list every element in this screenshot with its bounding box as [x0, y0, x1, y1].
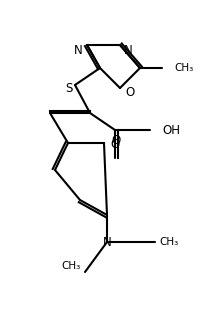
- Text: CH₃: CH₃: [62, 261, 81, 271]
- Text: N: N: [124, 44, 133, 57]
- Text: O: O: [110, 138, 120, 151]
- Text: CH₃: CH₃: [174, 63, 193, 73]
- Text: O: O: [111, 133, 120, 146]
- Text: O: O: [125, 86, 134, 99]
- Text: N: N: [103, 235, 111, 248]
- Text: CH₃: CH₃: [159, 237, 178, 247]
- Text: S: S: [65, 82, 73, 95]
- Text: N: N: [74, 44, 83, 57]
- Text: OH: OH: [162, 123, 180, 137]
